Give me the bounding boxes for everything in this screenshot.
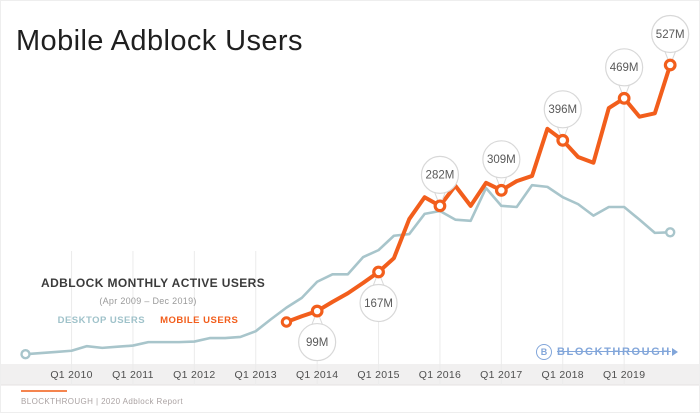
mobile-start-marker (280, 316, 293, 328)
footer-divider (21, 390, 67, 392)
logo-wordmark: BLOCKTHROUGH (557, 346, 671, 358)
x-tick-label: Q1 2012 (173, 369, 215, 381)
mobile-users-line (284, 62, 673, 324)
x-tick-label: Q1 2011 (112, 369, 154, 381)
x-tick-label: Q1 2015 (357, 369, 399, 381)
desktop-users-line (24, 183, 672, 356)
legend-item-mobile-users: MOBILE USERS (160, 315, 239, 326)
page-title: Mobile Adblock Users (16, 25, 303, 57)
x-tick-label: Q1 2017 (480, 369, 522, 381)
mobile-point-marker (372, 265, 385, 279)
value-balloon (482, 140, 521, 179)
value-balloon-label: 282M (426, 170, 455, 182)
x-tick-label: Q1 2010 (50, 369, 92, 381)
x-tick-label: Q1 2014 (296, 369, 338, 381)
value-balloon-label: 469M (610, 62, 639, 74)
value-balloon-label: 396M (548, 104, 577, 116)
legend-date-range: (Apr 2009 – Dec 2019) (99, 296, 197, 306)
mobile-point-marker (556, 133, 570, 147)
legend-item-desktop-users: DESKTOP USERS (57, 315, 146, 326)
blockthrough-logo: B BLOCKTHROUGH (536, 344, 678, 360)
x-axis-band (1, 364, 699, 385)
logo-arrow-icon (671, 348, 678, 356)
legend-heading: ADBLOCK MONTHLY ACTIVE USERS (41, 276, 266, 290)
value-balloon (298, 322, 337, 362)
value-balloon (605, 48, 644, 87)
legend-series-row: DESKTOP USERS MOBILE USERS (41, 315, 255, 326)
mobile-point-marker (494, 183, 508, 197)
desktop-endpoint-marker (665, 227, 676, 238)
x-tick-label: Q1 2018 (542, 369, 584, 381)
desktop-endpoint-marker (20, 349, 31, 360)
source-attribution: BLOCKTHROUGH | 2020 Adblock Report (21, 397, 183, 406)
value-balloon-label: 309M (487, 154, 516, 166)
x-tick-label: Q1 2016 (419, 369, 461, 381)
value-balloon-label: 527M (656, 29, 685, 41)
chart-legend: ADBLOCK MONTHLY ACTIVE USERS (Apr 2009 –… (41, 276, 266, 326)
x-tick-label: Q1 2013 (235, 369, 277, 381)
mobile-point-marker (663, 58, 677, 72)
mobile-point-marker (310, 304, 324, 318)
x-tick-label: Q1 2019 (603, 369, 645, 381)
value-balloon (543, 90, 582, 129)
value-balloon-label: 167M (364, 298, 393, 310)
value-balloon (420, 155, 460, 194)
value-balloon-label: 99M (306, 337, 328, 349)
mobile-point-marker (433, 199, 447, 213)
value-balloon (359, 283, 398, 323)
logo-b-icon: B (536, 344, 552, 360)
mobile-point-marker (617, 91, 631, 105)
value-balloon (651, 14, 690, 54)
